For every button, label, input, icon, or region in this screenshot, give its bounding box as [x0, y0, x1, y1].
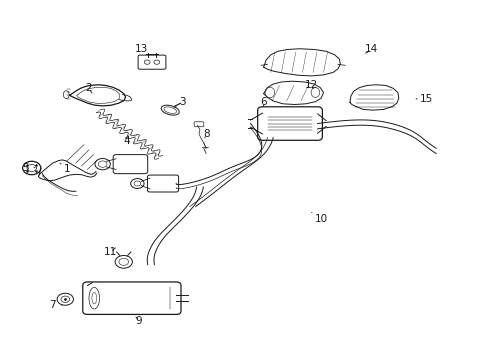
Text: 2: 2 — [85, 83, 92, 93]
Text: 9: 9 — [136, 316, 142, 326]
Text: 12: 12 — [305, 80, 318, 90]
Text: 14: 14 — [364, 45, 377, 54]
Text: 4: 4 — [123, 136, 130, 146]
Text: 1: 1 — [60, 163, 70, 174]
Text: 11: 11 — [103, 247, 117, 257]
Text: 15: 15 — [415, 94, 432, 104]
Text: 8: 8 — [203, 129, 209, 139]
Text: 3: 3 — [175, 98, 185, 108]
Text: 7: 7 — [49, 300, 62, 310]
Text: 10: 10 — [311, 212, 327, 224]
Text: 5: 5 — [21, 163, 35, 173]
Text: 13: 13 — [135, 45, 151, 55]
Text: 6: 6 — [260, 98, 266, 107]
